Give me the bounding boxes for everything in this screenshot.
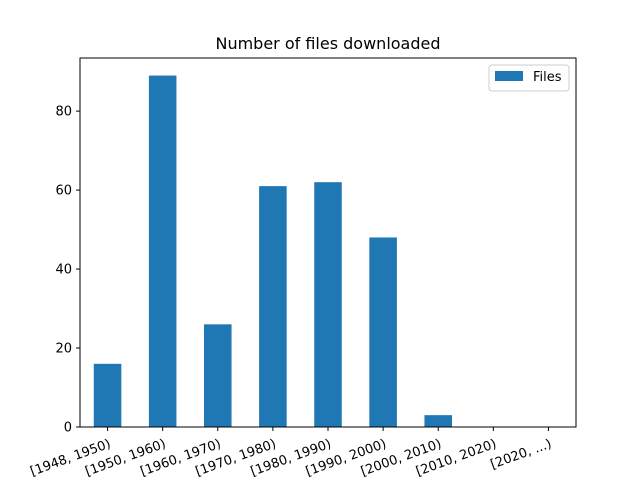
plot-frame [79,57,577,428]
legend-swatch-files [495,71,523,81]
y-tick-label: 0 [64,421,72,436]
x-axis: [1948, 1950)[1950, 1960)[1960, 1970)[197… [28,427,554,480]
legend: Files [488,64,570,92]
bars-group [93,75,452,428]
bar-5 [369,237,397,427]
chart-title: Number of files downloaded [215,34,440,53]
y-tick-label: 60 [55,184,72,199]
y-axis: 0 20 40 60 80 [55,105,80,436]
bar-1 [148,75,177,428]
bar-6 [424,415,452,427]
y-tick-label: 40 [55,263,72,278]
x-tick-label: [2020, ...) [489,437,554,473]
bar-4 [314,182,342,427]
bar-0 [93,363,122,427]
y-tick-label: 80 [55,105,72,120]
legend-label-files: Files [533,70,562,85]
bar-3 [259,186,287,427]
bar-2 [204,324,232,427]
y-tick-label: 20 [55,342,72,357]
